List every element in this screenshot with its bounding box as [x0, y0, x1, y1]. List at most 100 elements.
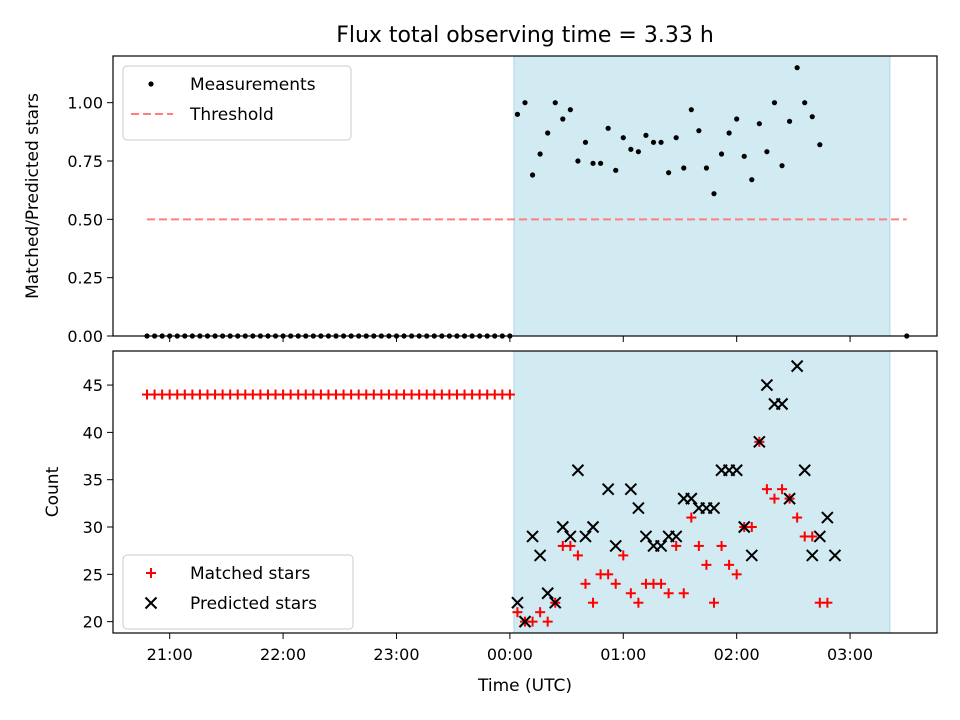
measurement-point — [620, 135, 626, 141]
marker-stroke — [533, 549, 547, 562]
predicted-stars-marker — [654, 539, 668, 553]
marker-stroke — [798, 464, 811, 477]
x-tick-label: 03:00 — [827, 645, 873, 664]
measurement-point — [771, 100, 778, 106]
marker-stroke — [669, 530, 683, 543]
predicted-stars-marker — [632, 501, 645, 515]
marker-stroke — [526, 530, 539, 543]
measurement-point — [718, 151, 725, 157]
observing-window-shade — [513, 350, 891, 634]
predicted-stars-marker — [579, 530, 592, 543]
predicted-stars-marker — [669, 530, 683, 543]
legend-box — [122, 554, 354, 630]
matched-stars-marker — [761, 484, 772, 495]
predicted-stars-marker — [511, 596, 524, 609]
x-tick-label: 22:00 — [260, 645, 306, 664]
measurement-point — [802, 100, 808, 106]
measurement-point — [734, 116, 740, 122]
measurement-point — [628, 146, 634, 152]
predicted-stars-marker — [518, 615, 532, 628]
marker-stroke — [828, 549, 842, 562]
measurement-point — [794, 65, 800, 71]
matched-stars-marker — [792, 512, 803, 523]
matched-stars-marker — [724, 559, 735, 570]
matched-stars-marker — [731, 569, 742, 580]
marker-stroke — [579, 530, 592, 543]
measurement-point — [613, 167, 619, 173]
marker-stroke — [685, 492, 698, 505]
measurement-point — [650, 139, 657, 145]
axes-frame — [112, 55, 938, 337]
measurement-point — [711, 191, 717, 197]
x-tick-label: 23:00 — [373, 645, 419, 664]
y-tick-label: 40 — [83, 423, 103, 442]
matched-stars-marker — [777, 484, 788, 495]
y-tick-label: 25 — [83, 565, 103, 584]
predicted-stars-marker — [775, 397, 789, 411]
measurement-point — [749, 177, 755, 183]
measurement-point — [529, 172, 536, 178]
predicted-stars-marker — [586, 520, 600, 534]
legend-dot-icon — [148, 81, 154, 87]
marker-stroke — [790, 359, 804, 373]
matched-stars-marker — [807, 531, 818, 542]
predicted-stars-marker — [624, 482, 638, 496]
matched-stars-marker — [663, 588, 674, 599]
marker-stroke — [609, 539, 622, 553]
chart-title: Flux total observing time = 3.33 h — [336, 23, 714, 48]
y-tick-label: 0.25 — [67, 269, 103, 288]
marker-stroke — [654, 539, 668, 553]
legend-label: Predicted stars — [190, 594, 317, 614]
matched-stars-marker — [746, 522, 757, 533]
x-axis-label: Time (UTC) — [477, 676, 572, 696]
matched-stars-marker — [610, 578, 621, 589]
y-tick-label: 30 — [83, 518, 103, 537]
marker-stroke — [738, 520, 751, 534]
measurement-point — [545, 130, 551, 136]
top-legend: Measurements Threshold — [122, 65, 352, 141]
predicted-stars-marker — [571, 464, 585, 477]
matched-stars-marker — [603, 569, 614, 580]
x-tick-label: 00:00 — [487, 645, 533, 664]
predicted-stars-marker — [790, 359, 804, 373]
predicted-stars-marker — [533, 549, 547, 562]
measurement-point — [756, 121, 762, 127]
predicted-stars-marker — [753, 435, 766, 449]
marker-stroke — [753, 435, 766, 449]
x-tick-label: 01:00 — [600, 645, 646, 664]
matched-stars-marker — [542, 616, 553, 627]
measurement-point — [666, 170, 672, 176]
measurement-point — [575, 158, 581, 164]
legend-label: Threshold — [189, 105, 274, 125]
measurement-point — [590, 160, 596, 166]
measurement-point — [688, 107, 694, 113]
predicted-stars-marker — [806, 549, 819, 562]
measurement-point — [643, 132, 649, 138]
matched-stars-marker — [535, 607, 546, 618]
y-tick-label: 35 — [83, 471, 103, 490]
predicted-stars-marker — [685, 492, 698, 505]
measurement-point — [582, 139, 589, 145]
x-tick-label: 21:00 — [147, 645, 193, 664]
matched-stars-marker — [656, 578, 667, 589]
marker-stroke — [783, 492, 796, 505]
marker-stroke — [639, 530, 653, 543]
marker-stroke — [745, 549, 758, 562]
measurement-point — [537, 151, 543, 157]
predicted-stars-marker — [556, 520, 570, 534]
y-tick-label: 20 — [83, 613, 103, 632]
matched-stars-marker — [527, 616, 538, 627]
predicted-stars-marker — [798, 464, 811, 477]
measurement-point — [658, 139, 664, 145]
marker-stroke — [760, 378, 774, 392]
legend-label: Matched stars — [190, 564, 310, 584]
matched-stars-marker — [572, 550, 583, 561]
measurement-point — [522, 100, 528, 106]
measurement-point — [764, 149, 770, 155]
predicted-stars-marker — [609, 539, 622, 553]
predicted-stars-marker — [601, 482, 615, 496]
count-panel: 20 25 30 35 40 45 21:00 22:00 23:00 00:00 01:00 02:… — [83, 350, 938, 664]
marker-stroke — [624, 482, 638, 496]
measurement-point — [779, 163, 785, 169]
